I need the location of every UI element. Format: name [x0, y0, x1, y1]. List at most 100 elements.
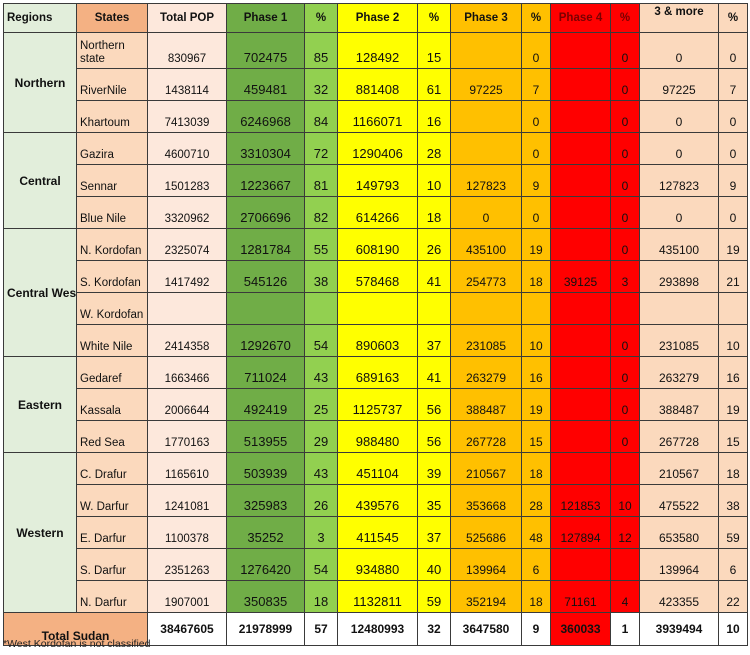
3-and-more-cell[interactable]: 210567: [639, 452, 719, 485]
phase2-pct-cell[interactable]: 61: [417, 68, 451, 101]
state-cell[interactable]: Sennar: [76, 164, 148, 197]
phase4-pct-cell[interactable]: 0: [610, 164, 640, 197]
phase4-pct-cell[interactable]: 12: [610, 516, 640, 549]
phase1-cell[interactable]: [226, 292, 305, 325]
phase3-pct-cell[interactable]: 19: [521, 388, 551, 421]
col-header-3-and-more[interactable]: 3 & more: [639, 3, 719, 33]
phase4-pct-cell[interactable]: 0: [610, 228, 640, 261]
3-and-more-pct-cell[interactable]: 0: [718, 32, 748, 69]
phase2-cell[interactable]: 439576: [337, 484, 418, 517]
total-3-and-more[interactable]: 3939494: [639, 612, 719, 646]
phase2-pct-cell[interactable]: 10: [417, 164, 451, 197]
state-cell[interactable]: Northern state: [76, 32, 148, 69]
phase3-pct-cell[interactable]: 9: [521, 164, 551, 197]
3-and-more-cell[interactable]: 0: [639, 32, 719, 69]
3-and-more-cell[interactable]: 293898: [639, 260, 719, 293]
phase1-pct-cell[interactable]: 43: [304, 452, 338, 485]
total-pop-cell[interactable]: 830967: [147, 32, 227, 69]
3-and-more-pct-cell[interactable]: 22: [718, 580, 748, 613]
state-cell[interactable]: Blue Nile: [76, 196, 148, 229]
state-cell[interactable]: Gazira: [76, 132, 148, 165]
phase1-cell[interactable]: 503939: [226, 452, 305, 485]
3-and-more-pct-cell[interactable]: 0: [718, 132, 748, 165]
phase3-cell[interactable]: [450, 132, 522, 165]
3-and-more-cell[interactable]: 263279: [639, 356, 719, 389]
phase2-cell[interactable]: 411545: [337, 516, 418, 549]
phase1-cell[interactable]: 1281784: [226, 228, 305, 261]
phase4-pct-cell[interactable]: 10: [610, 484, 640, 517]
phase1-pct-cell[interactable]: 82: [304, 196, 338, 229]
phase2-pct-cell[interactable]: 15: [417, 32, 451, 69]
phase4-pct-cell[interactable]: 0: [610, 68, 640, 101]
phase4-pct-cell[interactable]: [610, 452, 640, 485]
phase3-cell[interactable]: 210567: [450, 452, 522, 485]
phase2-cell[interactable]: 608190: [337, 228, 418, 261]
phase4-cell[interactable]: [550, 388, 611, 421]
phase2-cell[interactable]: [337, 292, 418, 325]
phase3-pct-cell[interactable]: 18: [521, 260, 551, 293]
total-phase2[interactable]: 12480993: [337, 612, 418, 646]
total-pop-cell[interactable]: 2006644: [147, 388, 227, 421]
total-label[interactable]: Total Sudan: [3, 612, 148, 646]
phase1-pct-cell[interactable]: 72: [304, 132, 338, 165]
state-cell[interactable]: N. Darfur: [76, 580, 148, 613]
phase3-cell[interactable]: [450, 100, 522, 133]
total-pop-cell[interactable]: 2414358: [147, 324, 227, 357]
3-and-more-cell[interactable]: 139964: [639, 548, 719, 581]
phase4-pct-cell[interactable]: 0: [610, 32, 640, 69]
3-and-more-cell[interactable]: 0: [639, 100, 719, 133]
state-cell[interactable]: Khartoum: [76, 100, 148, 133]
phase2-cell[interactable]: 881408: [337, 68, 418, 101]
phase2-cell[interactable]: 614266: [337, 196, 418, 229]
phase3-pct-cell[interactable]: [521, 292, 551, 325]
phase1-cell[interactable]: 1276420: [226, 548, 305, 581]
total-phase2-pct[interactable]: 32: [417, 612, 451, 646]
phase4-pct-cell[interactable]: 0: [610, 196, 640, 229]
3-and-more-cell[interactable]: 97225: [639, 68, 719, 101]
region-cell[interactable]: Central: [3, 132, 77, 229]
total-pop-cell[interactable]: 1907001: [147, 580, 227, 613]
phase4-pct-cell[interactable]: [610, 548, 640, 581]
phase4-cell[interactable]: 39125: [550, 260, 611, 293]
phase1-cell[interactable]: 702475: [226, 32, 305, 69]
phase2-cell[interactable]: 689163: [337, 356, 418, 389]
phase3-pct-cell[interactable]: 18: [521, 580, 551, 613]
phase3-cell[interactable]: 353668: [450, 484, 522, 517]
phase4-cell[interactable]: 127894: [550, 516, 611, 549]
3-and-more-pct-cell[interactable]: 16: [718, 356, 748, 389]
3-and-more-cell[interactable]: 435100: [639, 228, 719, 261]
phase3-cell[interactable]: 267728: [450, 420, 522, 453]
col-header-phase2[interactable]: Phase 2: [337, 3, 418, 33]
3-and-more-pct-cell[interactable]: 38: [718, 484, 748, 517]
total-phase4[interactable]: 360033: [550, 612, 611, 646]
phase2-pct-cell[interactable]: [417, 292, 451, 325]
phase2-cell[interactable]: 578468: [337, 260, 418, 293]
phase2-cell[interactable]: 451104: [337, 452, 418, 485]
phase3-pct-cell[interactable]: 19: [521, 228, 551, 261]
phase1-pct-cell[interactable]: 81: [304, 164, 338, 197]
col-header-3-and-more-pct[interactable]: %: [718, 3, 748, 33]
state-cell[interactable]: E. Darfur: [76, 516, 148, 549]
phase3-cell[interactable]: 435100: [450, 228, 522, 261]
phase4-cell[interactable]: [550, 196, 611, 229]
phase1-pct-cell[interactable]: 43: [304, 356, 338, 389]
phase1-cell[interactable]: 492419: [226, 388, 305, 421]
state-cell[interactable]: White Nile: [76, 324, 148, 357]
3-and-more-pct-cell[interactable]: 19: [718, 388, 748, 421]
phase1-pct-cell[interactable]: 54: [304, 324, 338, 357]
phase3-cell[interactable]: 388487: [450, 388, 522, 421]
phase1-pct-cell[interactable]: 84: [304, 100, 338, 133]
phase1-cell[interactable]: 6246968: [226, 100, 305, 133]
phase1-pct-cell[interactable]: 26: [304, 484, 338, 517]
3-and-more-pct-cell[interactable]: 6: [718, 548, 748, 581]
phase4-cell[interactable]: [550, 420, 611, 453]
phase3-pct-cell[interactable]: 18: [521, 452, 551, 485]
col-header-phase1[interactable]: Phase 1: [226, 3, 305, 33]
total-pop-cell[interactable]: 7413039: [147, 100, 227, 133]
state-cell[interactable]: Gedaref: [76, 356, 148, 389]
phase2-cell[interactable]: 128492: [337, 32, 418, 69]
total-pop-cell[interactable]: 1438114: [147, 68, 227, 101]
phase2-cell[interactable]: 934880: [337, 548, 418, 581]
phase4-pct-cell[interactable]: 0: [610, 388, 640, 421]
3-and-more-pct-cell[interactable]: 18: [718, 452, 748, 485]
